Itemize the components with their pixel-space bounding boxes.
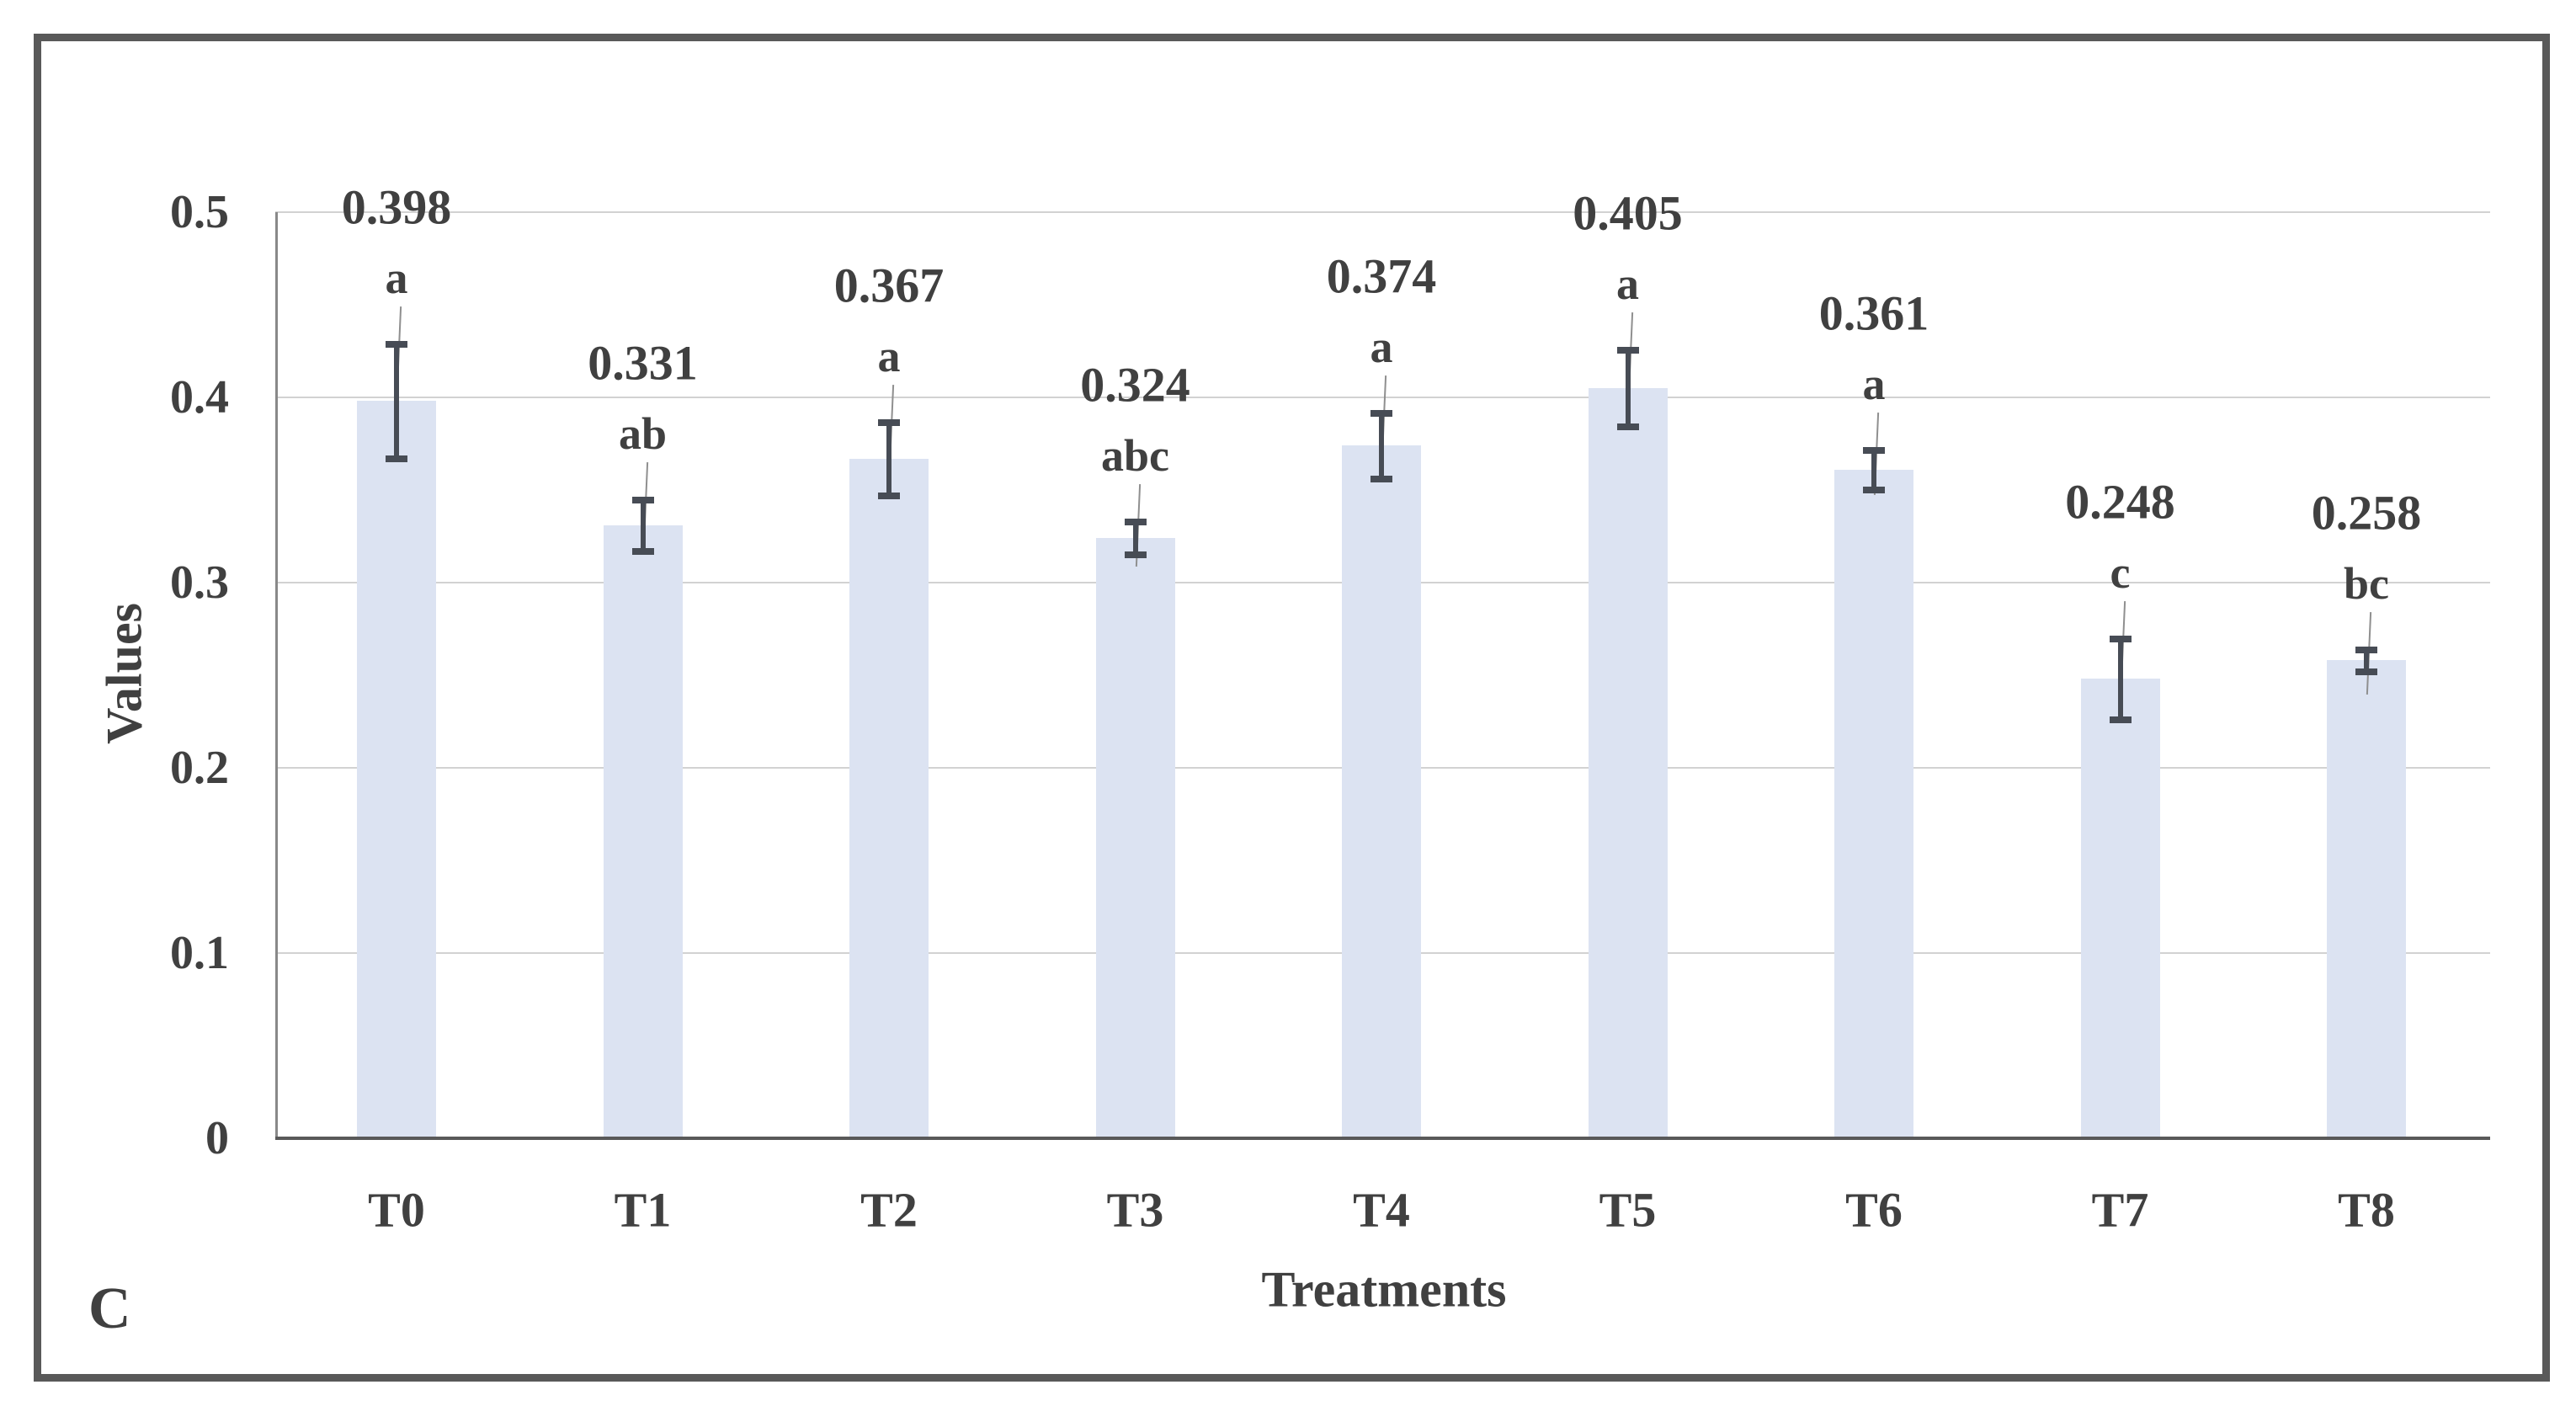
bar bbox=[849, 458, 929, 1138]
error-bar-top-cap bbox=[2109, 636, 2132, 642]
significance-letter: ab bbox=[618, 408, 668, 459]
bar bbox=[1342, 445, 1421, 1138]
y-axis-tick-label: 0.4 bbox=[170, 371, 229, 423]
error-bar-bottom-cap bbox=[2355, 668, 2377, 675]
y-axis-tick-label: 0.1 bbox=[170, 927, 229, 979]
significance-letter: a bbox=[877, 330, 901, 381]
x-axis-title: Treatments bbox=[1261, 1261, 1507, 1318]
value-label: 0.248 bbox=[2065, 474, 2175, 530]
significance-letter: a bbox=[1616, 258, 1639, 309]
x-axis-tick-label: T6 bbox=[1845, 1182, 1903, 1238]
y-axis-tick-label: 0.3 bbox=[170, 557, 229, 609]
value-label: 0.405 bbox=[1573, 185, 1683, 241]
significance-letter: a bbox=[1370, 321, 1393, 372]
significance-letter: bc bbox=[2344, 558, 2389, 610]
error-bar-bottom-cap bbox=[878, 492, 900, 499]
error-bar-top-cap bbox=[1863, 446, 1885, 454]
error-bar-top-cap bbox=[878, 418, 900, 426]
error-bar bbox=[640, 499, 646, 551]
x-axis-tick-label: T3 bbox=[1106, 1182, 1164, 1238]
value-label: 0.374 bbox=[1326, 248, 1437, 304]
error-bar bbox=[1871, 449, 1876, 490]
error-bar-top-cap bbox=[2355, 647, 2377, 654]
error-bar-bottom-cap bbox=[631, 547, 654, 555]
x-axis-line bbox=[275, 1137, 2490, 1140]
error-bar-top-cap bbox=[1616, 346, 1639, 354]
value-label: 0.258 bbox=[2311, 485, 2422, 541]
y-axis-title: Values bbox=[96, 603, 152, 744]
error-bar-top-cap bbox=[1124, 519, 1147, 526]
bar bbox=[357, 401, 436, 1138]
error-bar bbox=[2117, 638, 2123, 720]
value-label: 0.331 bbox=[588, 335, 698, 391]
error-bar-bottom-cap bbox=[1863, 487, 1885, 493]
x-axis-tick-label: T7 bbox=[2091, 1182, 2149, 1238]
error-bar-bottom-cap bbox=[1616, 423, 1639, 431]
error-bar-top-cap bbox=[1370, 409, 1392, 417]
significance-letter: a bbox=[1862, 358, 1886, 409]
bar bbox=[603, 525, 683, 1138]
significance-letter: c bbox=[2110, 547, 2131, 598]
x-axis-tick-label: T8 bbox=[2338, 1182, 2395, 1238]
gridline bbox=[275, 397, 2490, 398]
value-label: 0.324 bbox=[1080, 357, 1190, 413]
gridline bbox=[275, 211, 2490, 213]
panel-label: C bbox=[88, 1276, 131, 1341]
error-bar-bottom-cap bbox=[1124, 551, 1147, 558]
value-label: 0.361 bbox=[1818, 285, 1929, 341]
error-bar bbox=[886, 421, 891, 496]
error-bar-top-cap bbox=[386, 341, 407, 349]
error-bar-bottom-cap bbox=[1370, 475, 1392, 482]
y-axis-tick-label: 0.2 bbox=[170, 742, 229, 794]
x-axis-tick-label: T4 bbox=[1353, 1182, 1410, 1238]
error-bar bbox=[394, 344, 399, 459]
significance-letter: abc bbox=[1101, 430, 1169, 482]
error-bar-bottom-cap bbox=[386, 455, 407, 462]
error-bar bbox=[2364, 649, 2369, 672]
error-bar-bottom-cap bbox=[2109, 716, 2132, 723]
value-label: 0.398 bbox=[341, 179, 452, 235]
y-axis-tick-label: 0 bbox=[205, 1112, 229, 1164]
error-bar bbox=[1625, 349, 1631, 428]
x-axis-tick-label: T0 bbox=[368, 1182, 425, 1238]
error-bar bbox=[1132, 521, 1138, 555]
bar bbox=[1095, 538, 1175, 1138]
x-axis-tick-label: T1 bbox=[614, 1182, 672, 1238]
error-bar-top-cap bbox=[631, 497, 654, 503]
significance-letter: a bbox=[385, 253, 408, 304]
bar bbox=[2327, 660, 2406, 1138]
error-bar bbox=[1379, 412, 1384, 479]
value-label: 0.367 bbox=[833, 258, 945, 313]
x-axis-tick-label: T2 bbox=[860, 1182, 918, 1238]
x-axis-tick-label: T5 bbox=[1599, 1182, 1657, 1238]
bar bbox=[1588, 388, 1668, 1138]
y-axis-tick-label: 0.5 bbox=[170, 186, 229, 238]
bar bbox=[2080, 679, 2160, 1138]
bar bbox=[1834, 469, 1913, 1138]
y-axis-line bbox=[275, 212, 278, 1138]
